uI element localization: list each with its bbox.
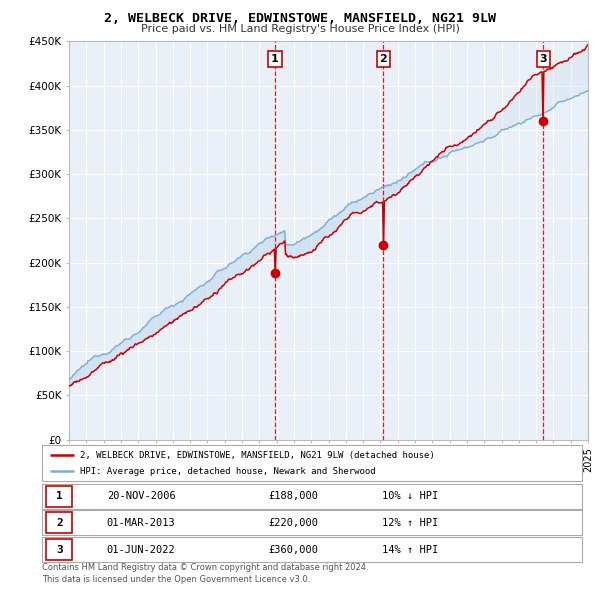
Text: 14% ↑ HPI: 14% ↑ HPI — [382, 545, 439, 555]
Text: HPI: Average price, detached house, Newark and Sherwood: HPI: Average price, detached house, Newa… — [80, 467, 376, 476]
FancyBboxPatch shape — [42, 537, 582, 562]
Text: 3: 3 — [539, 54, 547, 64]
FancyBboxPatch shape — [46, 512, 72, 533]
Text: 3: 3 — [56, 545, 62, 555]
Text: 2, WELBECK DRIVE, EDWINSTOWE, MANSFIELD, NG21 9LW: 2, WELBECK DRIVE, EDWINSTOWE, MANSFIELD,… — [104, 12, 496, 25]
Text: 1: 1 — [56, 491, 62, 501]
FancyBboxPatch shape — [46, 486, 72, 507]
Text: 01-MAR-2013: 01-MAR-2013 — [107, 518, 176, 527]
Text: £220,000: £220,000 — [269, 518, 319, 527]
Text: £360,000: £360,000 — [269, 545, 319, 555]
Text: 12% ↑ HPI: 12% ↑ HPI — [382, 518, 439, 527]
Text: Price paid vs. HM Land Registry's House Price Index (HPI): Price paid vs. HM Land Registry's House … — [140, 24, 460, 34]
Text: 20-NOV-2006: 20-NOV-2006 — [107, 491, 176, 501]
FancyBboxPatch shape — [42, 445, 582, 481]
Text: Contains HM Land Registry data © Crown copyright and database right 2024.: Contains HM Land Registry data © Crown c… — [42, 563, 368, 572]
Text: £188,000: £188,000 — [269, 491, 319, 501]
Text: This data is licensed under the Open Government Licence v3.0.: This data is licensed under the Open Gov… — [42, 575, 310, 584]
Text: 01-JUN-2022: 01-JUN-2022 — [107, 545, 176, 555]
Text: 1: 1 — [271, 54, 279, 64]
FancyBboxPatch shape — [46, 539, 72, 560]
FancyBboxPatch shape — [42, 484, 582, 509]
Text: 10% ↓ HPI: 10% ↓ HPI — [382, 491, 439, 501]
Text: 2: 2 — [56, 518, 62, 527]
Text: 2: 2 — [379, 54, 387, 64]
Text: 2, WELBECK DRIVE, EDWINSTOWE, MANSFIELD, NG21 9LW (detached house): 2, WELBECK DRIVE, EDWINSTOWE, MANSFIELD,… — [80, 451, 434, 460]
FancyBboxPatch shape — [42, 510, 582, 535]
